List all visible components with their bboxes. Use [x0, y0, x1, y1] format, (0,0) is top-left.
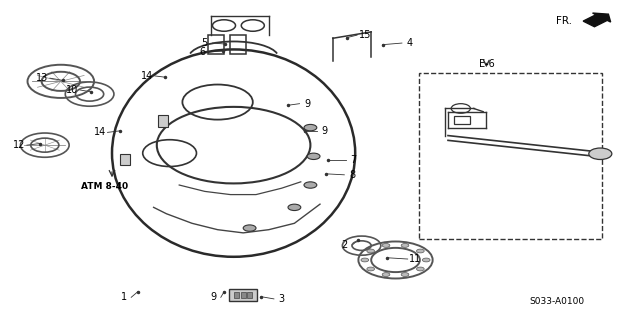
Text: 12: 12 — [13, 140, 26, 150]
Circle shape — [367, 267, 374, 271]
Bar — [241, 292, 246, 298]
Circle shape — [361, 258, 369, 262]
Circle shape — [304, 182, 317, 188]
Circle shape — [401, 243, 409, 247]
Bar — [419, 73, 602, 239]
Circle shape — [422, 258, 430, 262]
Text: 6: 6 — [199, 47, 205, 57]
Circle shape — [417, 249, 424, 253]
Circle shape — [401, 273, 409, 277]
Circle shape — [243, 225, 256, 231]
Text: 10: 10 — [66, 85, 79, 95]
Text: 14: 14 — [93, 127, 106, 137]
Bar — [158, 115, 168, 127]
Text: S033-A0100: S033-A0100 — [529, 297, 584, 306]
Text: FR.: FR. — [557, 16, 573, 26]
Text: 3: 3 — [278, 294, 285, 304]
Text: 15: 15 — [358, 30, 371, 40]
Text: 5: 5 — [202, 38, 208, 48]
Bar — [230, 35, 246, 54]
Circle shape — [589, 148, 612, 160]
Bar — [247, 292, 252, 298]
Text: 11: 11 — [409, 254, 422, 264]
Circle shape — [382, 243, 390, 247]
Bar — [208, 35, 224, 54]
Circle shape — [288, 204, 301, 211]
Circle shape — [304, 124, 317, 131]
Text: 2: 2 — [341, 240, 348, 250]
Bar — [454, 116, 470, 124]
Text: 14: 14 — [141, 71, 154, 81]
Text: 1: 1 — [120, 292, 127, 302]
Text: ATM 8-40: ATM 8-40 — [81, 182, 128, 191]
Bar — [234, 292, 239, 298]
Circle shape — [417, 267, 424, 271]
Text: 7: 7 — [350, 155, 356, 165]
FancyArrow shape — [583, 13, 611, 27]
Bar — [120, 154, 130, 165]
Circle shape — [367, 249, 374, 253]
Text: 13: 13 — [36, 73, 49, 83]
Text: 8: 8 — [349, 170, 355, 180]
Text: 9: 9 — [210, 292, 216, 302]
Text: 4: 4 — [406, 38, 413, 48]
Bar — [229, 289, 257, 301]
Text: E-6: E-6 — [479, 59, 494, 69]
Circle shape — [382, 273, 390, 277]
Text: 9: 9 — [321, 126, 328, 136]
Text: 9: 9 — [304, 99, 310, 109]
Circle shape — [307, 153, 320, 160]
